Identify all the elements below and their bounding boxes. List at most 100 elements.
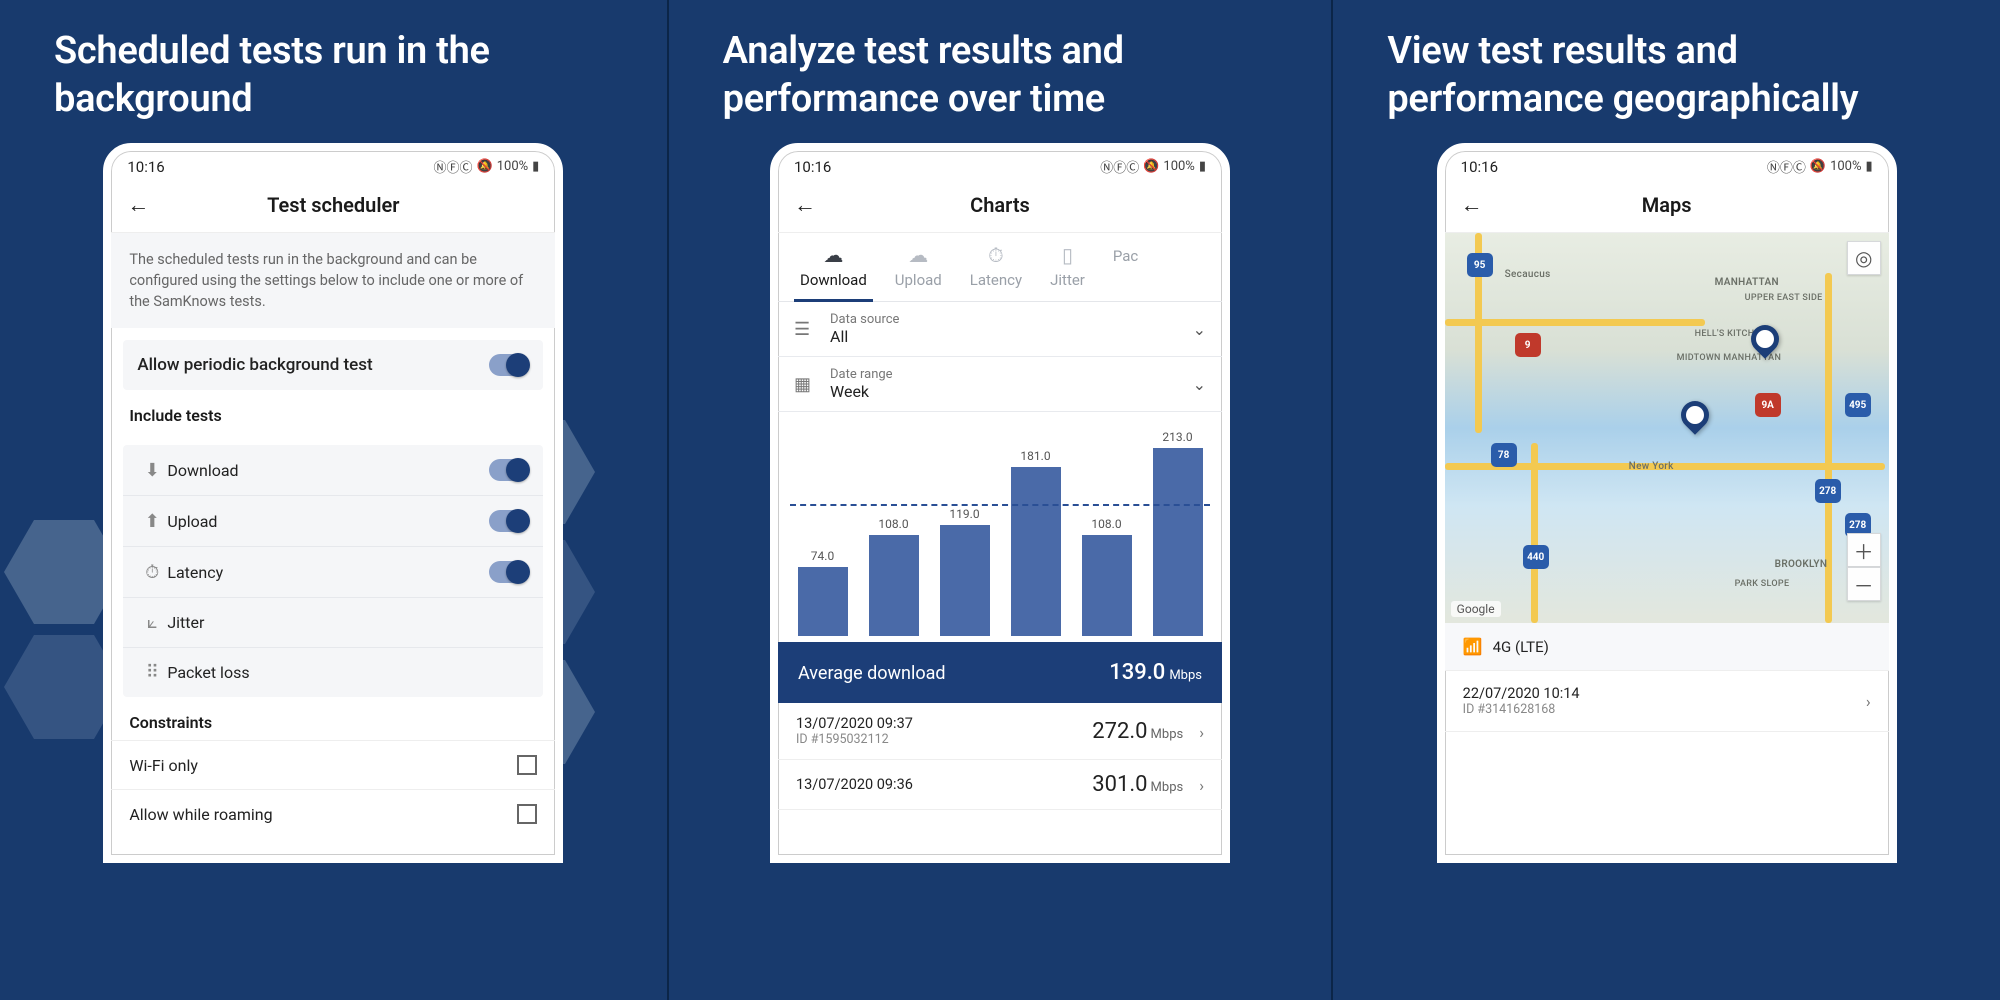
wifi-checkbox[interactable] [517, 755, 537, 775]
download-bar-chart: 74.0108.0119.0181.0108.0213.0 [778, 412, 1222, 642]
download-icon: ☁ [800, 243, 867, 267]
connection-row: 📶 4G (LTE) [1445, 623, 1889, 671]
download-icon: ⬇ [137, 460, 167, 481]
back-button[interactable]: ← [1461, 192, 1485, 218]
statusbar-right: ⓃⒻⒸ 🔕 100% ▮ [1100, 157, 1206, 176]
map-label: BROOKLYN [1775, 559, 1828, 570]
nfc-icon: ⓃⒻⒸ [1100, 157, 1139, 176]
calendar-icon: ▦ [794, 374, 830, 395]
bar [1011, 467, 1061, 636]
bar-value-label: 74.0 [811, 549, 834, 563]
map-result-row[interactable]: 22/07/2020 10:14 ID #3141628168 › [1445, 671, 1889, 732]
zoom-in-button[interactable]: ＋ [1847, 533, 1881, 567]
constraint-label: Wi-Fi only [129, 756, 198, 775]
appbar-title: Charts [778, 193, 1222, 217]
allow-bg-test-label: Allow periodic background test [137, 355, 489, 375]
bar-value-label: 181.0 [1020, 449, 1050, 463]
nfc-icon: ⓃⒻⒸ [434, 157, 473, 176]
result-timestamp: 13/07/2020 09:37 [796, 715, 913, 732]
statusbar-right: ⓃⒻⒸ 🔕 100% ▮ [1767, 157, 1873, 176]
tab-latency[interactable]: ⏱Latency [956, 233, 1036, 301]
result-row[interactable]: 13/07/2020 09:37 ID #1595032112 272.0Mbp… [778, 703, 1222, 760]
panel3-headline: View test results and performance geogra… [1363, 0, 1970, 143]
connection-label: 4G (LTE) [1493, 638, 1549, 656]
statusbar-time: 10:16 [127, 158, 164, 176]
phone-maps: 10:16 ⓃⒻⒸ 🔕 100% ▮ ← Maps Secaucus [1437, 143, 1897, 863]
allow-bg-test-toggle[interactable] [489, 354, 529, 376]
tab-packet[interactable]: Pac [1099, 233, 1152, 301]
panel2-headline: Analyze test results and performance ove… [699, 0, 1302, 143]
latency-icon: ⏱ [137, 562, 167, 583]
result-row[interactable]: 13/07/2020 09:36 301.0Mbps › [778, 760, 1222, 810]
battery-pct: 100% [497, 159, 528, 174]
chart-tabs: ☁Download ☁Upload ⏱Latency ▯ Jitter Pac [778, 233, 1222, 302]
test-row-packetloss[interactable]: ⠿ Packet loss [123, 648, 543, 697]
jitter-icon: ⟀ [137, 612, 167, 633]
result-id: ID #1595032112 [796, 732, 913, 747]
mute-icon: 🔕 [1143, 159, 1159, 174]
interstate-shield: 495 [1845, 393, 1871, 417]
test-row-download[interactable]: ⬇ Download [123, 445, 543, 496]
locate-button[interactable]: ◎ [1847, 241, 1881, 275]
test-row-jitter[interactable]: ⟀ Jitter [123, 598, 543, 648]
upload-toggle[interactable] [489, 510, 529, 532]
tab-jitter[interactable]: ▯ Jitter [1036, 233, 1099, 301]
test-label: Download [167, 461, 489, 480]
route-shield: 9A [1755, 393, 1781, 417]
map-view[interactable]: Secaucus MANHATTAN UPPER EAST SIDE HELL'… [1445, 233, 1889, 623]
test-row-latency[interactable]: ⏱ Latency [123, 547, 543, 598]
latency-icon: ⏱ [970, 243, 1022, 267]
test-label: Packet loss [167, 663, 529, 682]
chevron-down-icon: ⌄ [1193, 320, 1206, 339]
statusbar-time: 10:16 [1461, 158, 1498, 176]
filter-value: All [830, 327, 1193, 346]
jitter-icon: ▯ [1050, 243, 1085, 267]
map-label: UPPER EAST SIDE [1745, 293, 1823, 303]
result-unit: Mbps [1151, 727, 1184, 742]
bar [1153, 448, 1203, 636]
constraint-wifi[interactable]: Wi-Fi only [111, 740, 555, 789]
map-label: Secaucus [1505, 269, 1551, 280]
route-shield: 9 [1515, 333, 1541, 357]
phone-charts: 10:16 ⓃⒻⒸ 🔕 100% ▮ ← Charts ☁Download ☁U… [770, 143, 1230, 863]
chevron-right-icon: › [1199, 776, 1204, 795]
statusbar-right: ⓃⒻⒸ 🔕 100% ▮ [434, 157, 540, 176]
tab-download[interactable]: ☁Download [786, 233, 881, 301]
tab-label: Jitter [1050, 271, 1085, 289]
mute-icon: 🔕 [477, 159, 493, 174]
filter-title: Data source [830, 312, 1193, 327]
bar-value-label: 108.0 [878, 517, 908, 531]
bar-value-label: 108.0 [1091, 517, 1121, 531]
battery-pct: 100% [1163, 159, 1194, 174]
filter-title: Date range [830, 367, 1193, 382]
battery-icon: ▮ [1199, 159, 1206, 174]
download-toggle[interactable] [489, 459, 529, 481]
statusbar-time: 10:16 [794, 158, 831, 176]
map-label: PARK SLOPE [1735, 579, 1790, 589]
result-unit: Mbps [1151, 780, 1184, 795]
test-row-upload[interactable]: ⬆ Upload [123, 496, 543, 547]
google-badge: Google [1451, 601, 1501, 617]
tab-upload[interactable]: ☁Upload [881, 233, 956, 301]
roaming-checkbox[interactable] [517, 804, 537, 824]
zoom-out-button[interactable]: － [1847, 567, 1881, 601]
interstate-shield: 95 [1467, 253, 1493, 277]
bar [1082, 535, 1132, 636]
test-label: Latency [167, 563, 489, 582]
panel1-headline: Scheduled tests run in the background [30, 0, 637, 143]
filter-value: Week [830, 382, 1193, 401]
interstate-shield: 278 [1815, 479, 1841, 503]
filter-daterange[interactable]: ▦ Date range Week ⌄ [778, 357, 1222, 412]
back-button[interactable]: ← [127, 192, 151, 218]
filter-datasource[interactable]: ☰ Data source All ⌄ [778, 302, 1222, 357]
battery-pct: 100% [1830, 159, 1861, 174]
nfc-icon: ⓃⒻⒸ [1767, 157, 1806, 176]
constraints-title: Constraints [111, 697, 555, 740]
back-button[interactable]: ← [794, 192, 818, 218]
constraint-roaming[interactable]: Allow while roaming [111, 789, 555, 838]
phone-scheduler: 10:16 ⓃⒻⒸ 🔕 100% ▮ ← Test scheduler The … [103, 143, 563, 863]
latency-toggle[interactable] [489, 561, 529, 583]
map-pin[interactable] [1675, 395, 1715, 435]
interstate-shield: 440 [1523, 545, 1549, 569]
avg-value: 139.0 [1109, 660, 1165, 685]
